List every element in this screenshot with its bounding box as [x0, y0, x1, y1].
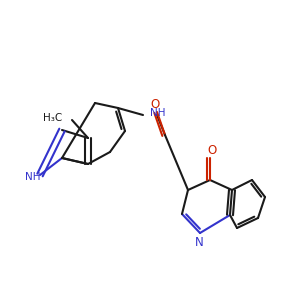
Text: O: O — [207, 143, 217, 157]
Text: NH: NH — [150, 108, 166, 118]
Text: O: O — [150, 98, 160, 110]
Text: H₃C: H₃C — [43, 113, 62, 123]
Text: N: N — [195, 236, 203, 248]
Text: NH: NH — [25, 172, 41, 182]
